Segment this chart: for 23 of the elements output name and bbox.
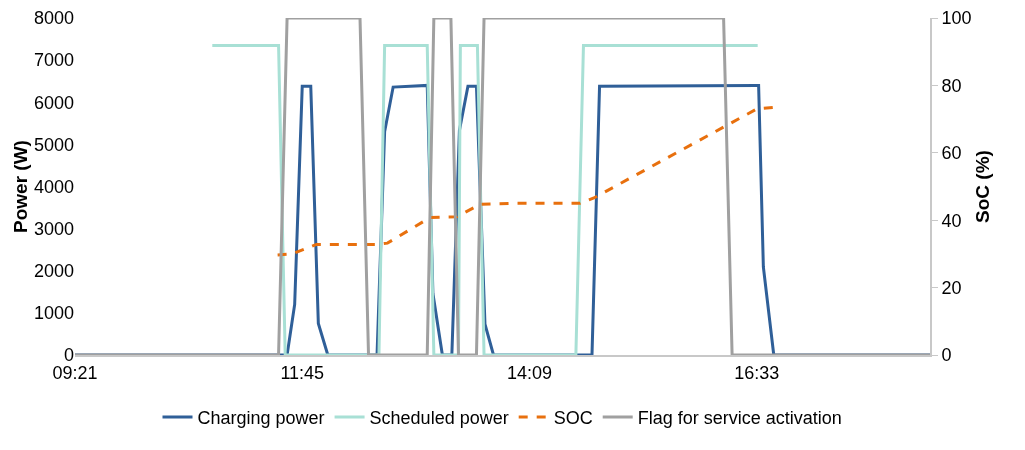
y-axis-title: Power (W): [10, 140, 31, 233]
legend-label: Scheduled power: [369, 408, 509, 429]
y2-axis-title: SoC (%): [971, 150, 993, 223]
y-tick-label: 8000: [33, 8, 74, 29]
x-tick-label: 14:09: [506, 362, 553, 383]
y2-tick-label: 60: [941, 143, 962, 164]
legend-label: Charging power: [197, 408, 325, 429]
y-tick-label: 1000: [33, 303, 74, 324]
y2-tick-label: 20: [941, 277, 962, 298]
y2-tick-label: 80: [941, 75, 962, 96]
x-tick-label: 11:45: [280, 362, 325, 383]
y-tick-label: 6000: [33, 92, 74, 113]
legend-label: Flag for service activation: [637, 408, 842, 429]
y-tick-label: 3000: [33, 218, 74, 239]
x-tick-label: 16:33: [734, 362, 780, 383]
y2-tick-label: 100: [941, 8, 972, 29]
legend-label: SOC: [553, 408, 593, 429]
y2-tick-label: 0: [941, 345, 952, 366]
y2-tick-label: 40: [941, 210, 962, 231]
y-tick-label: 5000: [33, 134, 74, 155]
y-tick-label: 4000: [33, 176, 74, 197]
y-tick-label: 7000: [33, 50, 74, 71]
y-tick-label: 2000: [33, 261, 74, 282]
